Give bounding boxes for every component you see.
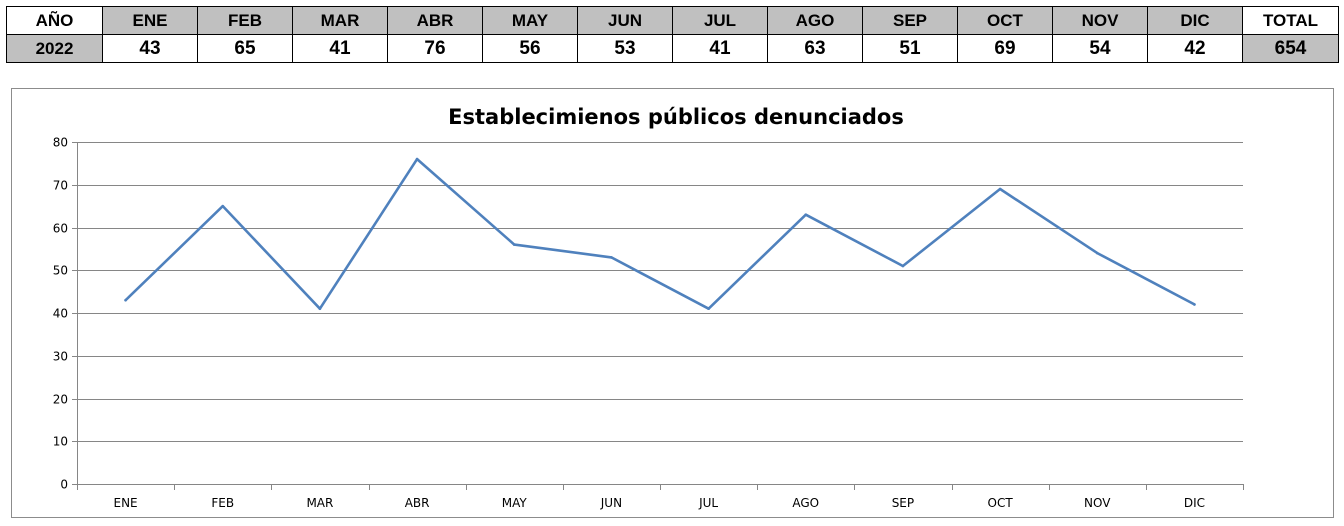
header-cell-month: AGO [767,6,863,35]
header-cell-total: TOTAL [1242,6,1339,35]
y-tick-label: 50 [53,264,68,278]
x-tick-label: FEB [211,496,234,510]
data-point [318,307,322,311]
x-tick-label: JUN [600,496,622,510]
x-tick-label: MAY [502,496,528,510]
value-cell: 76 [387,34,483,63]
y-tick-label: 80 [53,136,68,150]
x-tick-label: NOV [1084,496,1111,510]
header-cell-month: MAY [482,6,578,35]
y-tick-label: 10 [53,435,68,449]
header-cell-month: FEB [197,6,293,35]
header-cell-month: OCT [957,6,1053,35]
data-point [1095,251,1099,255]
header-cell-month: DIC [1147,6,1243,35]
data-point [124,298,127,302]
y-tick-label: 60 [53,222,68,236]
data-point [901,264,905,268]
data-point [221,204,225,208]
table-data-row: 2022 43 65 41 76 56 53 41 63 51 69 54 42… [6,34,1339,63]
line-chart-frame: Establecimienos públicos denunciados 0 10… [11,88,1334,518]
monthly-summary-table: AÑO ENE FEB MAR ABR MAY JUN JUL AGO SEP … [6,6,1339,63]
data-point [512,243,516,246]
y-tick-label: 30 [53,350,68,364]
y-tick-label: 40 [53,307,68,321]
y-tick-label: 20 [53,393,68,407]
value-cell: 53 [577,34,673,63]
x-tick-label: MAR [306,496,333,510]
x-tick-label: DIC [1184,496,1205,510]
chart-title: Establecimienos públicos denunciados [448,105,904,129]
x-tick-labels: ENE FEB MAR ABR MAY JUN JUL AGO SEP OCT NOV DIC [114,496,1205,510]
x-tick-label: OCT [988,496,1014,510]
gridlines [77,142,1243,442]
value-cell: 54 [1052,34,1148,63]
data-point [998,187,1002,191]
value-cell: 43 [102,34,198,63]
value-cell: 56 [482,34,578,63]
total-cell: 654 [1242,34,1339,63]
x-tick-label: AGO [792,496,819,510]
table-header-row: AÑO ENE FEB MAR ABR MAY JUN JUL AGO SEP … [6,6,1339,35]
y-tick-label: 0 [60,478,68,492]
year-cell: 2022 [6,34,103,63]
line-chart: Establecimienos públicos denunciados 0 10… [53,105,1244,510]
series [124,157,1196,311]
header-cell-month: MAR [292,6,388,35]
header-cell-month: JUL [672,6,768,35]
header-cell-month: ENE [102,6,198,35]
value-cell: 69 [957,34,1053,63]
y-tick-label: 70 [53,179,68,193]
data-point [707,307,710,311]
x-tick-label: JUL [698,496,718,510]
value-cell: 63 [767,34,863,63]
y-tick-labels: 0 10 20 30 40 50 60 70 80 [53,136,68,492]
value-cell: 51 [862,34,958,63]
value-cell: 41 [292,34,388,63]
axes [72,142,1244,490]
data-point [610,256,613,259]
header-cell-month: JUN [577,6,673,35]
x-tick-label: SEP [892,496,914,510]
value-cell: 42 [1147,34,1243,63]
value-cell: 65 [197,34,293,63]
header-cell-month: ABR [387,6,483,35]
x-tick-label: ABR [405,496,430,510]
data-point [415,157,419,161]
x-tick-label: ENE [114,496,138,510]
header-cell-month: SEP [862,6,958,35]
header-cell-year: AÑO [6,6,103,35]
data-point [1193,303,1196,306]
series-line [124,157,1196,310]
header-cell-month: NOV [1052,6,1148,35]
value-cell: 41 [672,34,768,63]
data-point [804,213,808,216]
